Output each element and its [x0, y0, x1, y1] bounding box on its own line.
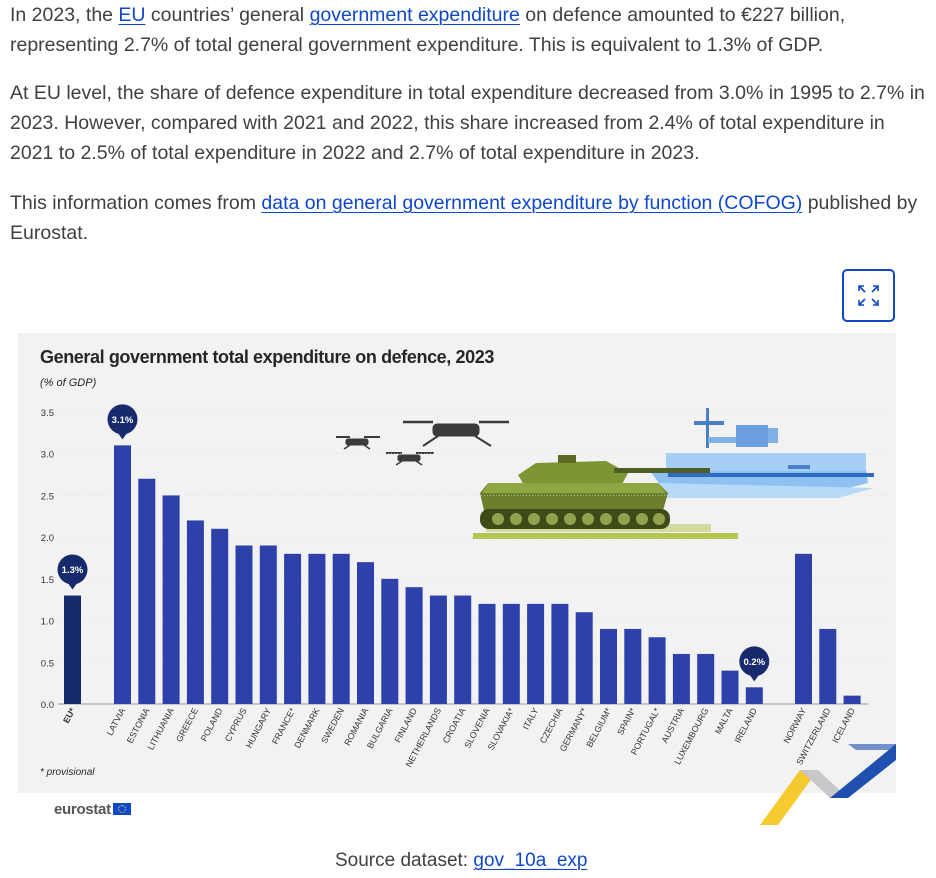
- bar-luxembourg: [697, 653, 715, 704]
- source-dataset: Source dataset: gov_10a_exp: [335, 850, 587, 872]
- bar-chart: 0.0 0.5 1.0 1.5 2.0 2.5 3.0 3.5 EU* 1.3% LATVIA 3.1…: [41, 404, 888, 769]
- bar-bulgaria: [381, 578, 399, 704]
- x-tick-label: IRELAND: [732, 706, 759, 744]
- bar-poland: [211, 528, 229, 704]
- x-tick-label: ROMANIA: [342, 706, 370, 747]
- bar-switzerland: [819, 628, 837, 704]
- callout-bubble: [739, 646, 770, 677]
- eurostat-logo: eurostat: [54, 801, 131, 818]
- link-government-expenditure[interactable]: government expenditure: [309, 4, 520, 26]
- bar-slovenia: [478, 603, 496, 704]
- bar-croatia: [454, 595, 472, 704]
- bar-cyprus: [235, 545, 253, 704]
- text-run: This information comes from: [10, 192, 262, 214]
- bar-estonia: [138, 478, 156, 704]
- x-tick-label: BELGIUM*: [584, 706, 613, 749]
- bar-belgium: [600, 628, 617, 704]
- bar-finland: [405, 587, 423, 704]
- x-tick-label: SWEDEN: [319, 706, 346, 745]
- x-tick-label: ITALY: [521, 706, 541, 731]
- bar-hungary: [259, 545, 277, 704]
- eu-level-paragraph: At EU level, the share of defence expend…: [10, 82, 925, 164]
- x-tick-label: CYPRUS: [223, 706, 249, 743]
- bar-france: [284, 553, 302, 704]
- source-label: Source dataset:: [335, 850, 474, 871]
- callout-label: 3.1%: [112, 415, 134, 426]
- bar-latvia: [114, 445, 131, 704]
- link-eu[interactable]: EU: [118, 4, 146, 26]
- bar-denmark: [308, 553, 326, 704]
- expand-icon: [858, 285, 879, 306]
- x-tick-label: BULGARIA: [365, 706, 395, 750]
- bar-greece: [186, 520, 204, 704]
- callout-label: 0.2%: [743, 657, 765, 668]
- y-tick-label: 2.0: [41, 533, 54, 544]
- bar-norway: [795, 553, 812, 704]
- decorative-chevron-graphic: [760, 744, 896, 825]
- bar-lithuania: [162, 495, 180, 704]
- bar-austria: [672, 653, 690, 704]
- bar-portugal: [648, 637, 666, 704]
- bar-spain: [624, 628, 642, 704]
- y-tick-label: 3.5: [41, 408, 54, 419]
- callout-pointer: [749, 674, 760, 682]
- chart-y-unit: (% of GDP): [40, 377, 97, 389]
- chart-title: General government total expenditure on …: [40, 347, 494, 367]
- y-tick-label: 1.5: [41, 575, 54, 586]
- x-tick-label: LATVIA: [105, 706, 128, 737]
- bar-italy: [527, 603, 545, 704]
- x-tick-label: FINLAND: [392, 706, 419, 744]
- callout-pointer: [117, 432, 128, 440]
- ship-illustration: [648, 408, 874, 498]
- text-run: on defence amounted to €227 billion, rep…: [10, 4, 846, 56]
- source-info-paragraph: This information comes from data on gene…: [10, 188, 925, 248]
- eu-flag-icon: [112, 803, 131, 815]
- eurostat-logo-text: eurostat: [54, 801, 111, 818]
- chart-figure: General government total expenditure on …: [18, 333, 896, 793]
- callout-pointer: [67, 582, 78, 590]
- x-tick-label: POLAND: [199, 706, 225, 743]
- bar-germany: [575, 612, 593, 704]
- y-tick-label: 1.0: [41, 617, 54, 628]
- bar-sweden: [332, 553, 350, 704]
- bar-iceland: [843, 695, 861, 704]
- bar-malta: [721, 670, 739, 704]
- text-run: countries’ general: [145, 4, 310, 26]
- bar-ireland: [745, 687, 763, 704]
- link-cofog-data[interactable]: data on general government expenditure b…: [261, 192, 803, 214]
- callout-bubble: [57, 554, 88, 585]
- y-tick-label: 2.5: [41, 491, 54, 502]
- expand-figure-button[interactable]: [842, 269, 895, 322]
- x-tick-label: FRANCE*: [270, 706, 298, 746]
- x-tick-label: DENMARK: [292, 706, 322, 750]
- bar-czechia: [551, 603, 569, 704]
- x-tick-label: CROATIA: [441, 706, 468, 745]
- text-run: published by Eurostat.: [10, 192, 918, 244]
- bar-netherlands: [429, 595, 447, 704]
- x-tick-label: AUSTRIA: [659, 706, 686, 744]
- intro-paragraph: In 2023, the EU countries’ general gover…: [10, 0, 925, 60]
- callout-bubble: [107, 404, 138, 435]
- y-tick-label: 3.0: [41, 450, 54, 461]
- y-tick-label: 0.5: [41, 658, 54, 669]
- text-run: In 2023, the: [10, 4, 119, 26]
- x-tick-label: HUNGARY: [244, 706, 273, 750]
- y-tick-label: 0.0: [41, 700, 54, 711]
- x-tick-label: SPAIN*: [615, 706, 638, 737]
- chart-footnote: * provisional: [40, 767, 95, 778]
- bar-romania: [357, 562, 374, 704]
- tank-illustration: [473, 455, 738, 539]
- x-tick-label: CZECHIA: [538, 706, 565, 745]
- bar-slovakia: [502, 603, 520, 704]
- x-tick-label: EU*: [61, 706, 77, 725]
- x-tick-label: MALTA: [713, 706, 735, 736]
- callout-label: 1.3%: [62, 565, 84, 576]
- drone-illustration: [336, 420, 509, 466]
- x-tick-label: ESTONIA: [125, 706, 152, 745]
- bar-eu: [64, 595, 81, 704]
- source-dataset-link[interactable]: gov_10a_exp: [473, 850, 588, 871]
- x-tick-label: GREECE: [174, 706, 200, 744]
- x-tick-label: ICELAND: [830, 706, 857, 744]
